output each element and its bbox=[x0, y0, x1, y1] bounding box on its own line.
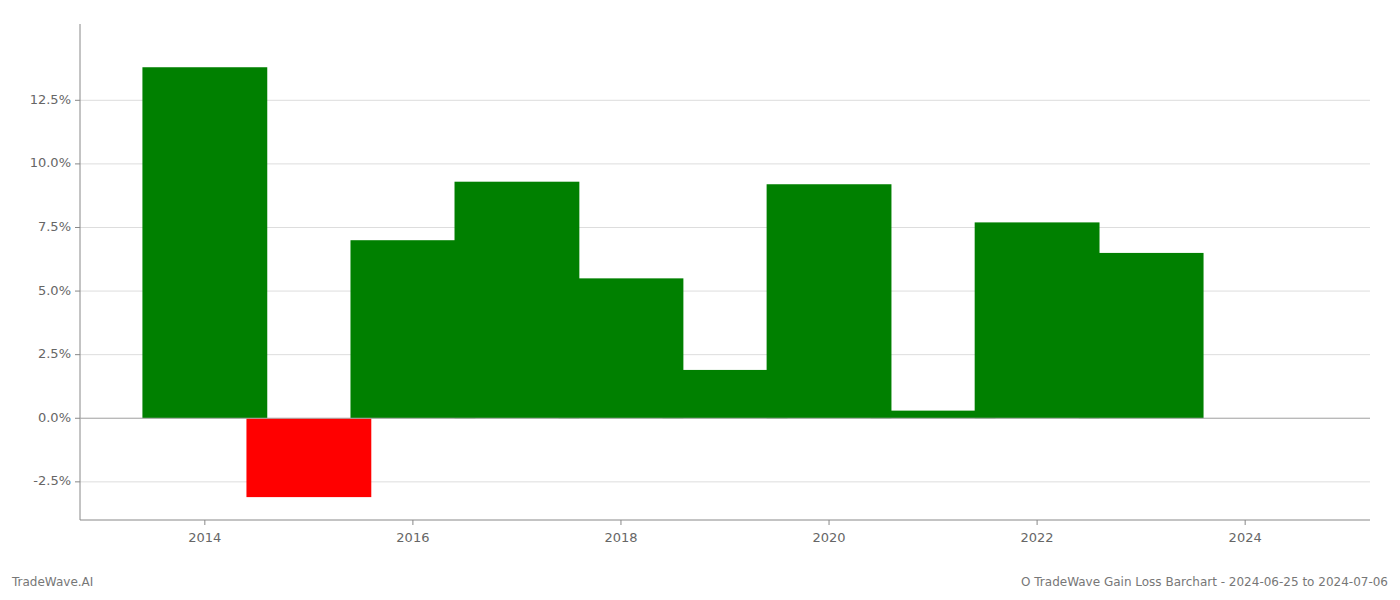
y-tick bbox=[75, 481, 80, 482]
grid-line bbox=[80, 227, 1370, 228]
bar bbox=[1079, 253, 1204, 418]
x-tick bbox=[1245, 520, 1246, 525]
x-tick bbox=[1037, 520, 1038, 525]
bar bbox=[246, 418, 371, 497]
x-axis-line bbox=[80, 520, 1370, 521]
grid-line bbox=[80, 418, 1370, 419]
x-tick-label: 2020 bbox=[812, 530, 845, 545]
x-tick-label: 2018 bbox=[604, 530, 637, 545]
x-tick-label: 2024 bbox=[1229, 530, 1262, 545]
y-tick bbox=[75, 100, 80, 101]
background bbox=[0, 0, 1400, 600]
chart-container: -2.5%0.0%2.5%5.0%7.5%10.0%12.5%201420162… bbox=[0, 0, 1400, 600]
x-tick bbox=[412, 520, 413, 525]
y-tick bbox=[75, 163, 80, 164]
y-tick-label: 10.0% bbox=[30, 155, 71, 170]
y-tick-label: -2.5% bbox=[33, 473, 71, 488]
x-tick bbox=[829, 520, 830, 525]
x-axis: 2014 2016 2018 2020 2022 2024 bbox=[80, 520, 1370, 545]
chart-svg: -2.5%0.0%2.5%5.0%7.5%10.0%12.5%201420162… bbox=[0, 0, 1400, 600]
grid-line bbox=[80, 163, 1370, 164]
y-tick-label: 5.0% bbox=[38, 283, 71, 298]
y-tick-label: 12.5% bbox=[30, 92, 71, 107]
y-axis: -2.5% 0.0% 2.5% 5.0% 7.5% 10.0% 12.5% bbox=[30, 24, 80, 520]
bar bbox=[142, 67, 267, 418]
y-tick bbox=[75, 291, 80, 292]
bar bbox=[767, 184, 892, 418]
footer-annotation: TradeWave.AI bbox=[11, 575, 93, 589]
y-tick bbox=[75, 418, 80, 419]
x-tick bbox=[204, 520, 205, 525]
x-tick-label: 2014 bbox=[188, 530, 221, 545]
grid-line bbox=[80, 100, 1370, 101]
zero-line bbox=[80, 418, 1370, 419]
y-tick-label: 7.5% bbox=[38, 219, 71, 234]
footer-annotation: O TradeWave Gain Loss Barchart - 2024-06… bbox=[1021, 575, 1388, 589]
x-tick bbox=[620, 520, 621, 525]
y-tick-label: 2.5% bbox=[38, 346, 71, 361]
y-axis-line bbox=[80, 24, 81, 520]
bars bbox=[142, 67, 1203, 497]
y-tick bbox=[75, 354, 80, 355]
x-tick-label: 2022 bbox=[1021, 530, 1054, 545]
x-tick-label: 2016 bbox=[396, 530, 429, 545]
y-tick-label: 0.0% bbox=[38, 410, 71, 425]
y-tick bbox=[75, 227, 80, 228]
